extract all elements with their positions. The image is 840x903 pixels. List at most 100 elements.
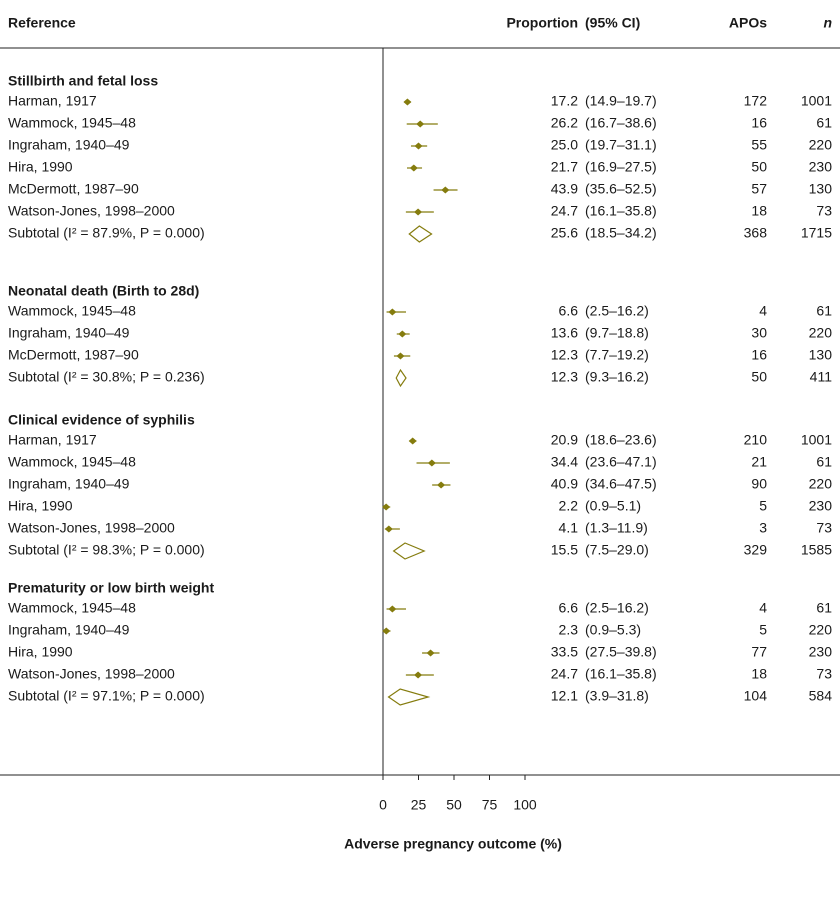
estimate [382, 503, 391, 511]
estimate [388, 605, 397, 613]
proportion: 25.6 [551, 225, 578, 241]
proportion: 12.3 [551, 369, 578, 385]
apos: 18 [751, 666, 767, 682]
apos: 5 [759, 498, 767, 514]
ci: (0.9–5.3) [585, 622, 641, 638]
n: 73 [816, 203, 832, 219]
n: 1715 [801, 225, 832, 241]
apos: 50 [751, 159, 767, 175]
proportion: 12.3 [551, 347, 578, 363]
apos: 3 [759, 520, 767, 536]
apos: 16 [751, 347, 767, 363]
estimate [414, 671, 423, 679]
study-label: Watson-Jones, 1998–2000 [8, 666, 175, 682]
n: 1585 [801, 542, 832, 558]
proportion: 26.2 [551, 115, 578, 131]
study-label: Hira, 1990 [8, 159, 73, 175]
n: 230 [809, 644, 833, 660]
proportion: 6.6 [559, 600, 579, 616]
proportion: 12.1 [551, 688, 578, 704]
ci: (7.5–29.0) [585, 542, 649, 558]
group-title: Neonatal death (Birth to 28d) [8, 283, 199, 299]
apos: 18 [751, 203, 767, 219]
proportion: 13.6 [551, 325, 578, 341]
subtotal-diamond [387, 688, 431, 706]
ci: (2.5–16.2) [585, 600, 649, 616]
x-tick-label: 75 [482, 797, 498, 813]
ci: (34.6–47.5) [585, 476, 657, 492]
study-label: Hira, 1990 [8, 644, 73, 660]
estimate [396, 352, 405, 360]
ci: (16.1–35.8) [585, 203, 657, 219]
n: 584 [809, 688, 833, 704]
group-title: Stillbirth and fetal loss [8, 73, 158, 89]
apos: 104 [744, 688, 768, 704]
proportion: 43.9 [551, 181, 578, 197]
apos: 4 [759, 600, 767, 616]
n: 1001 [801, 432, 832, 448]
group-title: Clinical evidence of syphilis [8, 412, 195, 428]
estimate [426, 649, 435, 657]
apos: 57 [751, 181, 767, 197]
apos: 55 [751, 137, 767, 153]
n: 230 [809, 159, 833, 175]
estimate [409, 164, 418, 172]
ci: (23.6–47.1) [585, 454, 657, 470]
apos: 16 [751, 115, 767, 131]
n: 61 [816, 303, 832, 319]
x-tick-label: 0 [379, 797, 387, 813]
study-label: Watson-Jones, 1998–2000 [8, 203, 175, 219]
apos: 4 [759, 303, 767, 319]
study-label: Ingraham, 1940–49 [8, 325, 130, 341]
x-tick-label: 25 [411, 797, 427, 813]
ci: (1.3–11.9) [585, 520, 648, 536]
ci: (18.6–23.6) [585, 432, 657, 448]
n: 73 [816, 520, 832, 536]
proportion: 25.0 [551, 137, 578, 153]
apos: 90 [751, 476, 767, 492]
study-label: Wammock, 1945–48 [8, 600, 136, 616]
proportion: 2.2 [559, 498, 579, 514]
study-label: McDermott, 1987–90 [8, 181, 139, 197]
apos: 368 [744, 225, 768, 241]
apos: 329 [744, 542, 768, 558]
column-header: Proportion [506, 15, 578, 31]
apos: 210 [744, 432, 768, 448]
proportion: 40.9 [551, 476, 578, 492]
n: 230 [809, 498, 833, 514]
estimate [398, 330, 407, 338]
estimate [414, 142, 423, 150]
n: 130 [809, 347, 833, 363]
ci: (9.7–18.8) [585, 325, 649, 341]
study-label: Watson-Jones, 1998–2000 [8, 520, 175, 536]
study-label: Harman, 1917 [8, 93, 97, 109]
ci: (16.9–27.5) [585, 159, 657, 175]
x-tick-label: 100 [513, 797, 537, 813]
column-header: APOs [729, 15, 767, 31]
subtotal-label: Subtotal (I² = 30.8%; P = 0.236) [8, 369, 205, 385]
subtotal-diamond [392, 542, 426, 560]
apos: 50 [751, 369, 767, 385]
estimate [414, 208, 423, 216]
estimate [408, 437, 417, 445]
study-label: Harman, 1917 [8, 432, 97, 448]
proportion: 33.5 [551, 644, 578, 660]
column-header: n [823, 15, 832, 31]
ci: (14.9–19.7) [585, 93, 657, 109]
study-label: Ingraham, 1940–49 [8, 137, 130, 153]
group-title: Prematurity or low birth weight [8, 580, 214, 596]
apos: 5 [759, 622, 767, 638]
estimate [403, 98, 412, 106]
proportion: 21.7 [551, 159, 578, 175]
proportion: 17.2 [551, 93, 578, 109]
estimate [441, 186, 450, 194]
study-label: Hira, 1990 [8, 498, 73, 514]
study-label: Wammock, 1945–48 [8, 454, 136, 470]
x-tick-label: 50 [446, 797, 462, 813]
ci: (19.7–31.1) [585, 137, 657, 153]
proportion: 15.5 [551, 542, 578, 558]
n: 61 [816, 454, 832, 470]
ci: (2.5–16.2) [585, 303, 649, 319]
n: 130 [809, 181, 833, 197]
